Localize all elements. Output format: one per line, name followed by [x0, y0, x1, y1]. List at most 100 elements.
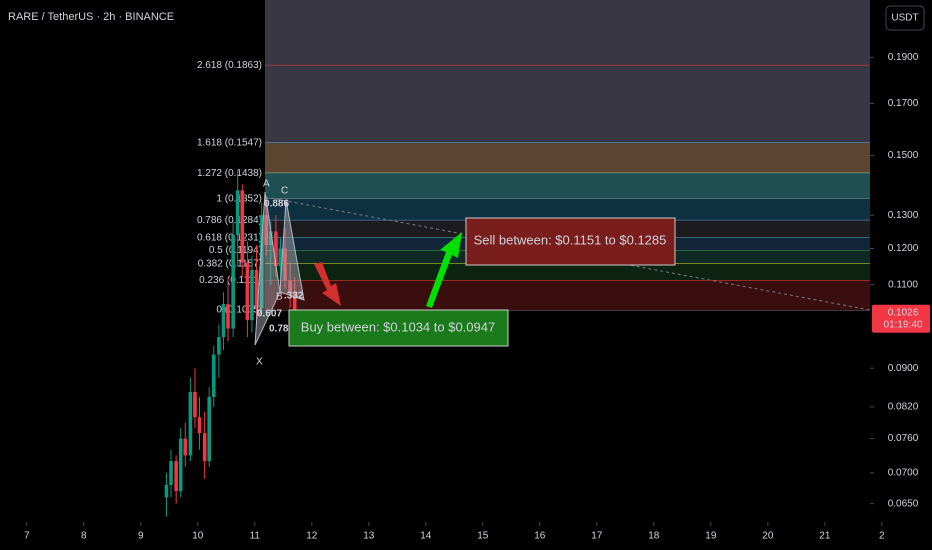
candle-body [197, 417, 202, 434]
pattern-ratio: 0.607 [257, 309, 282, 320]
fib-label: 0.618 (0.1231) [197, 233, 262, 244]
y-tick-label: 0.1300 [888, 210, 919, 221]
pattern-xab [254, 191, 281, 346]
up-arrow [426, 232, 462, 308]
chart-title: RARE / TetherUS · 2h · BINANCE [8, 11, 174, 23]
pattern-point: X [256, 357, 263, 368]
pattern-point: A [263, 179, 270, 190]
candle-body [193, 392, 197, 418]
x-tick-label: 8 [81, 531, 87, 542]
fib-label: 0 (0.1035) [216, 305, 262, 316]
x-tick-label: 19 [705, 531, 717, 542]
fib-label: 2.618 (0.1863) [197, 60, 262, 71]
fib-label: 1.272 (0.1438) [197, 168, 262, 179]
fib-label: 0.786 (0.1284) [197, 215, 262, 226]
candle-body [268, 231, 273, 246]
x-tick-label: 12 [306, 531, 318, 542]
candle-body [278, 248, 283, 267]
sell-box [465, 217, 676, 266]
candle-body [217, 337, 221, 355]
x-tick-label: 18 [648, 531, 660, 542]
pattern-bcd [279, 199, 305, 301]
y-tick-label: 0.1500 [888, 150, 919, 161]
harmonic-pattern [254, 191, 305, 346]
down-arrow [314, 262, 341, 306]
candle-body [164, 484, 169, 498]
fib-label: 0.236 (0.1111) [199, 275, 262, 286]
x-tick-label: 14 [420, 531, 432, 542]
candles [164, 169, 297, 517]
fib-label: 1.618 (0.1547) [197, 137, 262, 148]
pattern-ratio: .332 [284, 291, 304, 302]
y-axis-label: USDT [891, 13, 918, 24]
candle-body [178, 438, 183, 492]
candle-body [211, 354, 216, 397]
fib-band [265, 142, 870, 174]
candle-body [288, 280, 292, 293]
x-tick-label: 20 [762, 531, 774, 542]
price-tag [872, 304, 930, 333]
price-tag-countdown: 01:19:40 [884, 319, 923, 330]
x-tick-label: 9 [138, 531, 144, 542]
unit-box [885, 5, 925, 31]
candle-body [174, 461, 178, 492]
pattern-ratio: 0.886 [264, 199, 289, 210]
candle-body [221, 304, 226, 338]
x-tick-label: 17 [591, 531, 603, 542]
y-tick-label: 0.1200 [888, 243, 919, 254]
y-tick-label: 0.1900 [888, 52, 919, 63]
candle-body [207, 396, 212, 462]
fib-bands: 2.618 (0.1863) 1.618 (0.1547) 1.272 (0.143… [197, 0, 870, 316]
candle-body [188, 392, 193, 456]
price-axis [870, 0, 932, 550]
y-tick-label: 0.0650 [888, 498, 919, 509]
candle-body [183, 438, 188, 456]
y-tick-label: 0.0760 [888, 433, 919, 444]
y-tick-label: 0.0700 [888, 467, 919, 478]
price-tag-value: 0.1026 [888, 307, 919, 318]
fib-label: 0.382 (0.1157) [198, 258, 262, 269]
candle-body [264, 215, 269, 246]
fib-band [265, 280, 870, 311]
pattern-point: B [276, 292, 283, 303]
y-tick-label: 0.1700 [888, 98, 919, 109]
candle-body [245, 262, 250, 321]
y-tick-label: 0.1100 [888, 279, 918, 290]
fib-band [265, 263, 870, 281]
fib-band [265, 198, 870, 221]
candle-body [231, 234, 235, 329]
pattern-ratio: 0.786 [269, 324, 294, 335]
fib-band [265, 65, 870, 143]
fib-label: 0.5 (0.1194) [209, 245, 262, 256]
candle-body [259, 215, 264, 309]
candle-body [235, 190, 240, 235]
x-tick-label: 11 [250, 531, 261, 542]
candle-body [250, 269, 254, 321]
fib-band [265, 173, 870, 199]
x-tick-label: 21 [819, 531, 831, 542]
fib-band [265, 0, 870, 66]
x-tick-label: 15 [477, 531, 489, 542]
candle-body [283, 248, 287, 281]
candle-body [254, 269, 259, 309]
y-tick-label: 0.0820 [888, 402, 919, 413]
buy-note: Buy between: $0.1034 to $0.0947 [301, 319, 495, 334]
x-tick-label: 2 [879, 531, 885, 542]
x-tick-label: 13 [363, 531, 375, 542]
buy-box [288, 309, 509, 347]
candle-body [202, 433, 207, 462]
candle-body [169, 461, 173, 485]
x-tick-label: 7 [24, 531, 30, 542]
axes: 0.1900 0.1700 0.1500 0.1300 0.1200 0.1100 0.09… [24, 52, 930, 542]
sell-note: Sell between: $0.1151 to $0.1285 [474, 232, 667, 247]
pattern-point: C [281, 186, 288, 197]
x-tick-label: 10 [192, 531, 204, 542]
x-tick-label: 16 [534, 531, 546, 542]
time-axis [0, 522, 932, 550]
y-tick-label: 0.0900 [888, 363, 919, 374]
candle-body [240, 190, 245, 263]
candle-body [274, 231, 278, 267]
candle-body [226, 304, 230, 329]
candle-body [292, 292, 297, 314]
